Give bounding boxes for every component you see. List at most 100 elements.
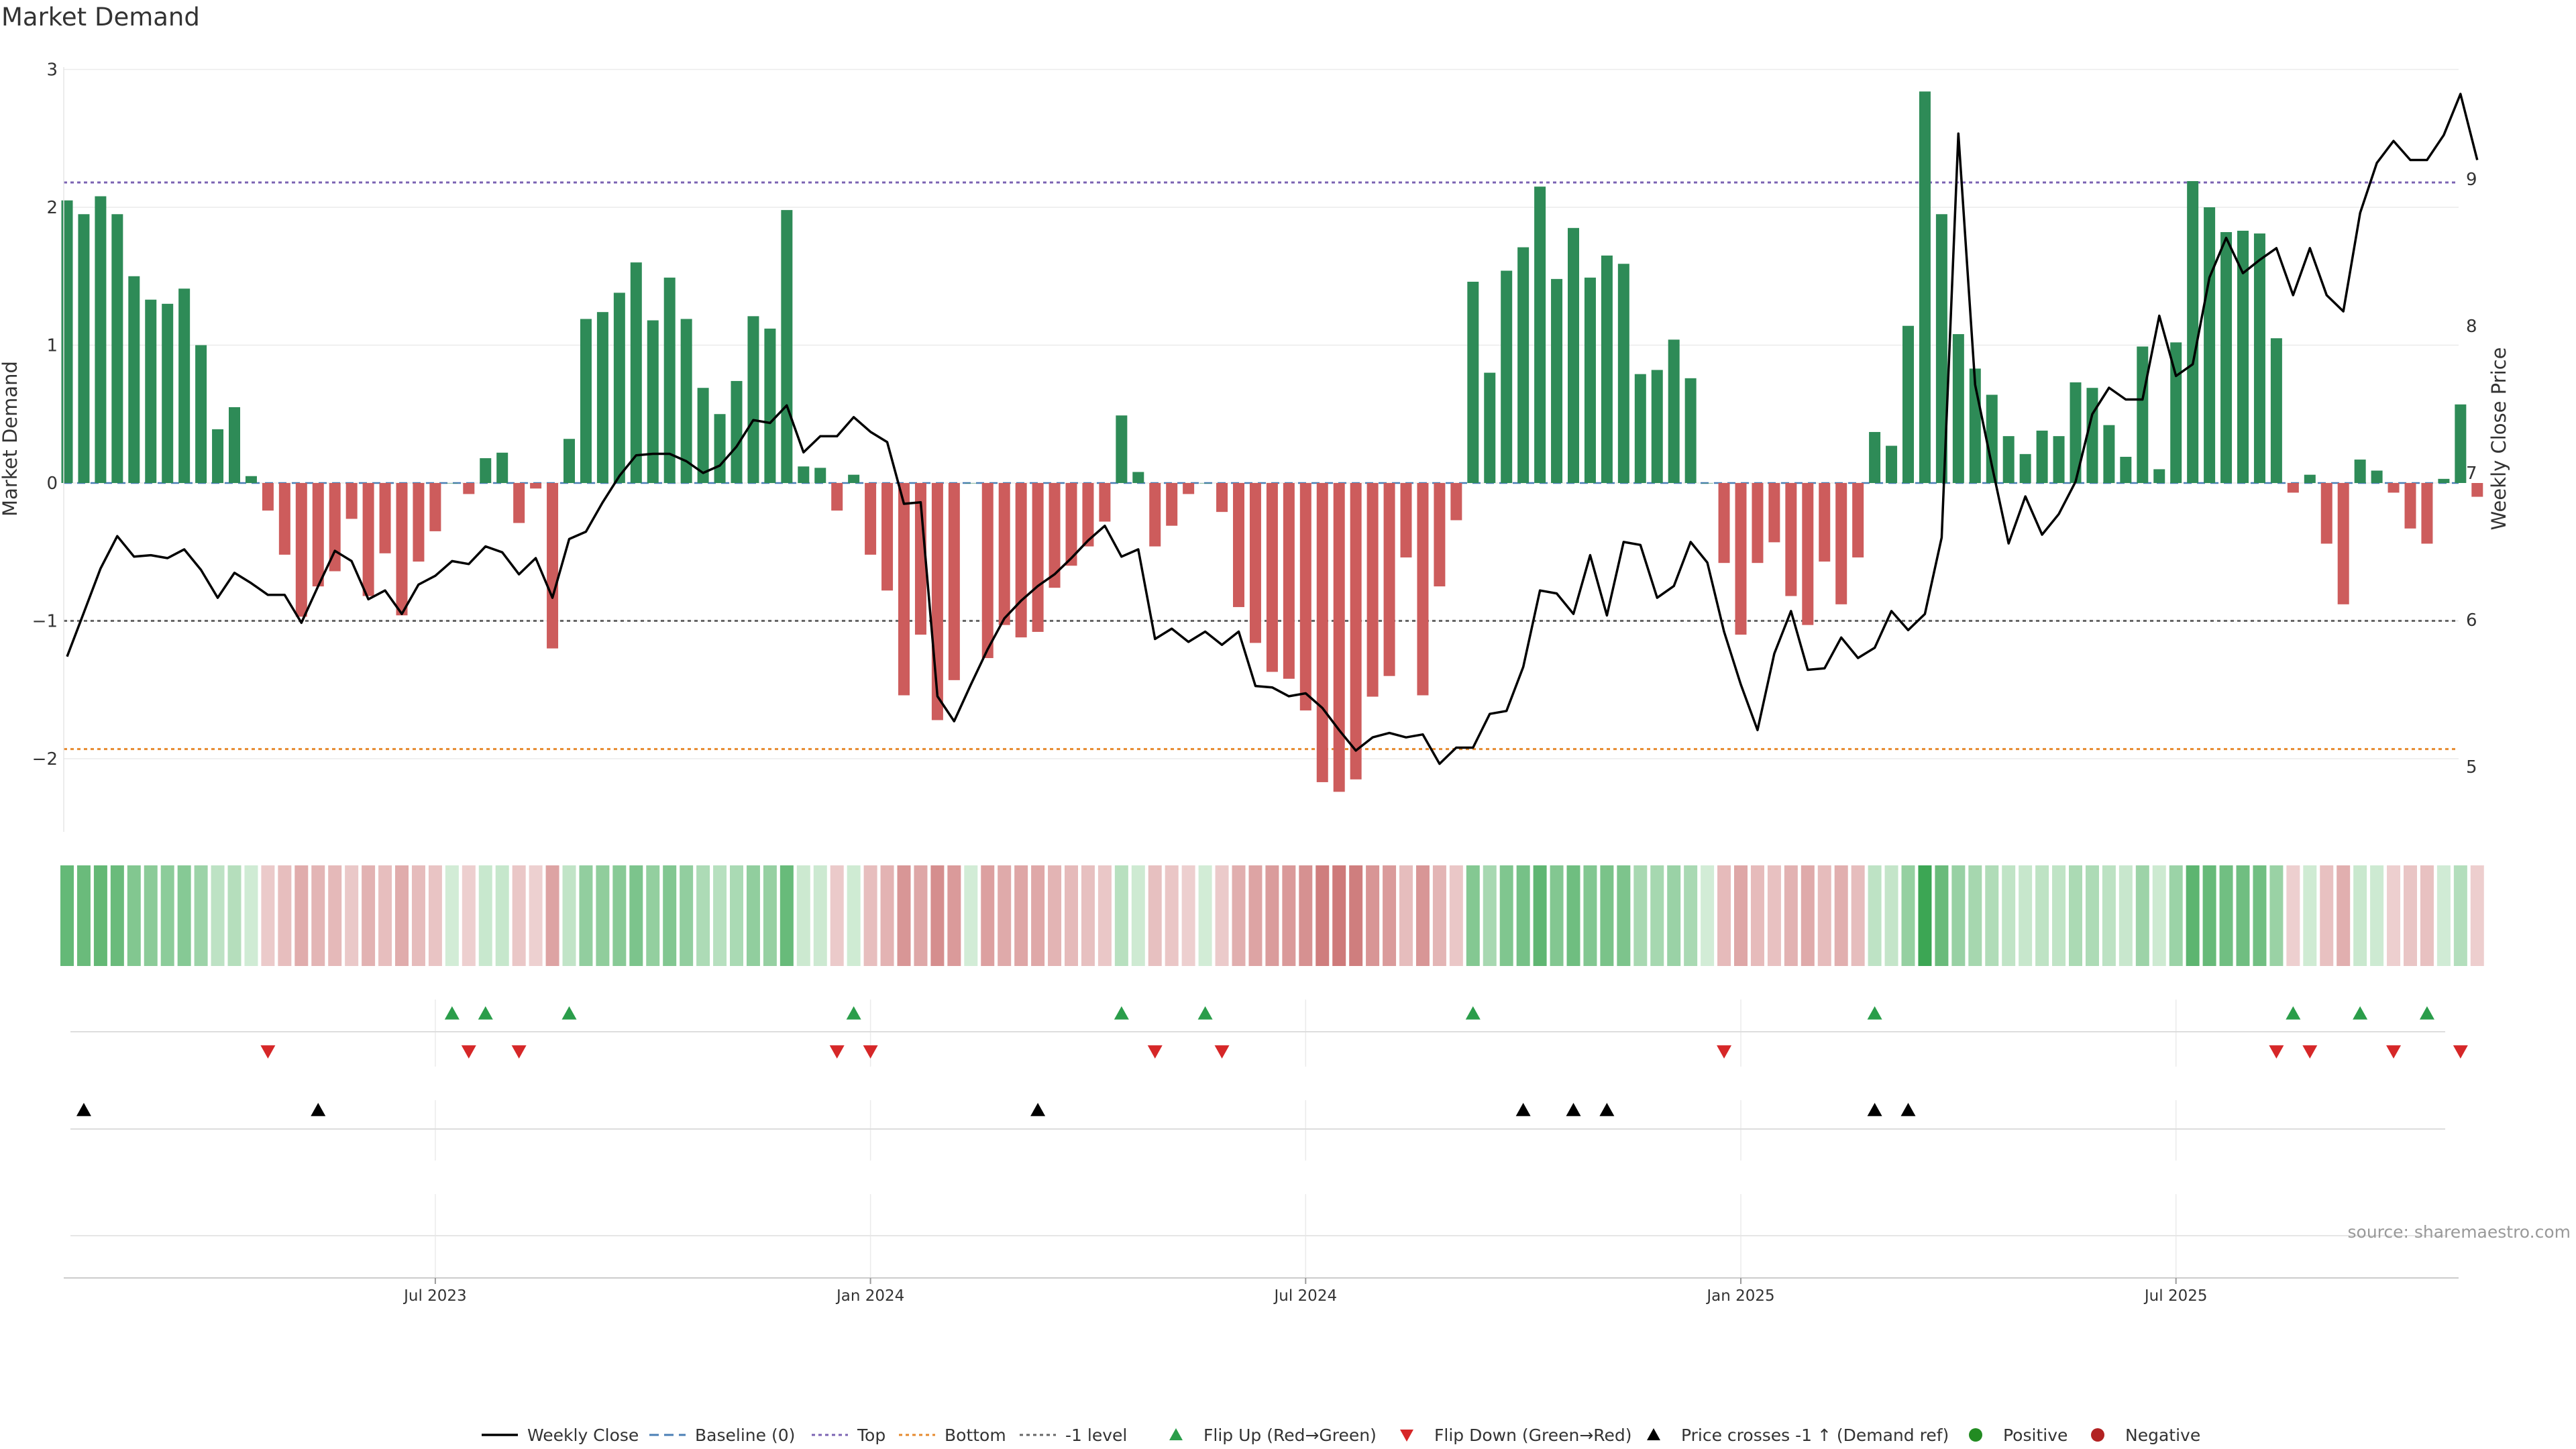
flip-down-marker [1717, 1045, 1732, 1059]
demand-bar [95, 196, 107, 483]
demand-bar [345, 483, 358, 519]
strip-cell [629, 865, 643, 966]
legend-item: Price crosses -1 ↑ (Demand ref) [1647, 1426, 1949, 1445]
demand-bar [2002, 436, 2015, 483]
strip-cell [596, 865, 610, 966]
strip-cell [545, 865, 559, 966]
demand-bar [1149, 483, 1161, 547]
strip-cell [914, 865, 928, 966]
demand-bar [781, 210, 793, 483]
strip-cell [294, 865, 309, 966]
price-cross-marker [1599, 1103, 1615, 1116]
strip-cell [930, 865, 945, 966]
strip-cell [1968, 865, 1982, 966]
strip-cell [2152, 865, 2166, 966]
legend-item: -1 level [1020, 1426, 1127, 1445]
flip-up-marker [1465, 1006, 1481, 1020]
flip-up-marker [1197, 1006, 1213, 1020]
strip-cell [562, 865, 576, 966]
strip-cell [1516, 865, 1530, 966]
y2-tick-label: 9 [2466, 170, 2477, 190]
strip-cell [1198, 865, 1212, 966]
strip-cell [1935, 865, 1949, 966]
strip-cell [1248, 865, 1263, 966]
demand-bar [329, 483, 341, 572]
strip-cell [445, 865, 459, 966]
strip-cell [1868, 865, 1882, 966]
demand-bar [731, 380, 743, 483]
strip-cell [1834, 865, 1848, 966]
strip-cell [1399, 865, 1413, 966]
strip-cell [512, 865, 526, 966]
strip-cell [428, 865, 442, 966]
strip-cell [1031, 865, 1045, 966]
demand-bar [680, 319, 692, 483]
strip-cell [462, 865, 476, 966]
demand-bar [1568, 227, 1579, 483]
strip-cell [127, 865, 141, 966]
strip-cell [1048, 865, 1062, 966]
demand-bar [965, 483, 977, 484]
strip-cell [1550, 865, 1564, 966]
strip-cell [2420, 865, 2434, 966]
strip-cell [2135, 865, 2149, 966]
strip-cell [278, 865, 292, 966]
strip-cell [2035, 865, 2049, 966]
demand-bar [1434, 483, 1446, 587]
strip-cell [1801, 865, 1815, 966]
demand-bar [865, 483, 877, 555]
strip-cell [780, 865, 794, 966]
demand-bar [2019, 453, 2031, 483]
strip-cell [1617, 865, 1631, 966]
demand-bar [1032, 483, 1044, 632]
demand-bar [513, 483, 525, 523]
strip-cell [1701, 865, 1715, 966]
strip-cell [1332, 865, 1346, 966]
strip-cell [897, 865, 911, 966]
demand-bar [446, 483, 458, 484]
strip-cell [981, 865, 995, 966]
strip-cell [2404, 865, 2417, 966]
demand-bar [1400, 483, 1412, 557]
demand-bar [1919, 91, 1931, 483]
strip-cell [696, 865, 710, 966]
demand-bar [2237, 230, 2249, 483]
strip-cell [1583, 865, 1597, 966]
strip-cell [1081, 865, 1095, 966]
demand-bar [1986, 394, 1998, 483]
legend-item: Positive [1969, 1426, 2068, 1445]
demand-bar [178, 288, 191, 483]
demand-bar [362, 483, 374, 596]
strip-cell [947, 865, 961, 966]
strip-cell [1633, 865, 1648, 966]
strip-cell [713, 865, 727, 966]
demand-bar [1785, 483, 1797, 596]
demand-bar [1835, 483, 1847, 604]
demand-bar [747, 316, 759, 483]
strip-cell [76, 865, 91, 966]
strip-cell [1165, 865, 1179, 966]
legend-swatch-circle [2091, 1428, 2104, 1442]
demand-bars [61, 91, 2483, 792]
strip-cell [1299, 865, 1313, 966]
legend-label: Positive [2003, 1426, 2068, 1445]
demand-bar [212, 429, 224, 483]
demand-bar [1216, 483, 1228, 513]
strip-cell [1065, 865, 1078, 966]
x-tick-label: Jul 2023 [402, 1287, 467, 1305]
strip-cell [1349, 865, 1363, 966]
demand-bar [530, 483, 542, 489]
strip-cell [1784, 865, 1798, 966]
demand-bar [229, 407, 240, 483]
strip-cell [730, 865, 743, 966]
demand-bar [1819, 483, 1831, 562]
demand-bar [1935, 214, 1947, 483]
strip-cell [1767, 865, 1781, 966]
strip-cell [1533, 865, 1547, 966]
demand-bar [898, 483, 910, 696]
flip-up-marker [1867, 1006, 1882, 1020]
y2-axis-label: Weekly Close Price [2487, 347, 2510, 531]
demand-bar [1601, 255, 1613, 483]
x-tick-label: Jan 2024 [835, 1287, 904, 1305]
source-note: source: sharemaestro.com [2348, 1222, 2571, 1242]
